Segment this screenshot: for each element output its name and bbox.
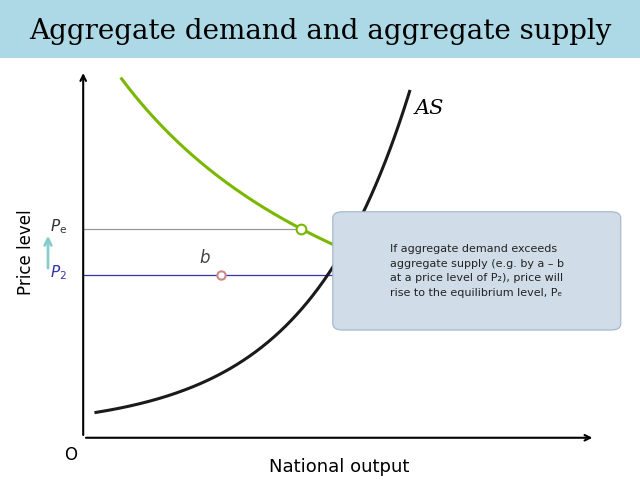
Text: AD: AD xyxy=(496,297,528,316)
Text: Price level: Price level xyxy=(17,209,35,295)
Text: If aggregate demand exceeds
aggregate supply (e.g. by a – b
at a price level of : If aggregate demand exceeds aggregate su… xyxy=(390,244,564,298)
Text: Aggregate demand and aggregate supply: Aggregate demand and aggregate supply xyxy=(29,18,611,45)
Text: National output: National output xyxy=(269,458,410,476)
Text: b: b xyxy=(200,249,210,267)
Text: a: a xyxy=(395,249,405,267)
Text: $P_{\rm e}$: $P_{\rm e}$ xyxy=(50,217,67,236)
FancyBboxPatch shape xyxy=(333,212,621,330)
Text: AS: AS xyxy=(414,99,444,118)
Text: $P_{\rm 2}$: $P_{\rm 2}$ xyxy=(51,264,67,282)
Text: O: O xyxy=(64,445,77,464)
